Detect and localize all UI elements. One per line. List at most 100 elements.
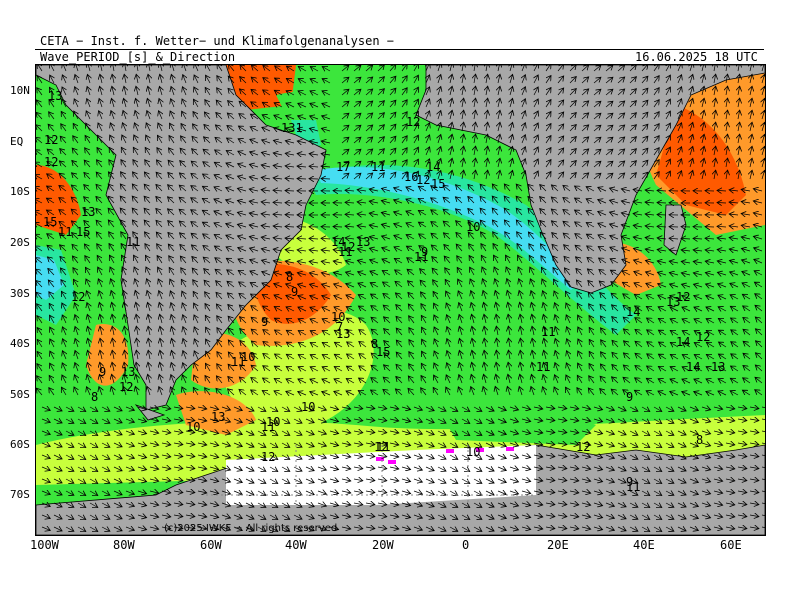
direction-arrow (100, 65, 102, 72)
direction-arrow (750, 110, 752, 120)
direction-arrow (750, 74, 752, 84)
direction-arrow (377, 77, 384, 84)
direction-arrow (183, 65, 186, 72)
direction-arrow (286, 91, 295, 95)
direction-arrow (401, 100, 407, 108)
direction-arrow (88, 65, 90, 72)
direction-arrow (702, 122, 704, 132)
direction-arrow (321, 154, 331, 155)
direction-arrow (498, 110, 500, 120)
direction-arrow (250, 152, 259, 155)
direction-arrow (365, 77, 373, 84)
direction-arrow (738, 134, 740, 144)
direction-arrow (702, 65, 704, 72)
direction-arrow (653, 112, 659, 120)
direction-arrow (653, 100, 659, 108)
direction-arrow (714, 86, 716, 96)
direction-arrow (353, 77, 361, 84)
longitude-tick-label: 40E (633, 538, 655, 552)
direction-arrow (182, 99, 186, 108)
period-value-label: 13 (666, 295, 681, 309)
direction-arrow (171, 99, 174, 108)
direction-arrow (717, 215, 727, 216)
direction-arrow (238, 139, 247, 143)
direction-arrow (498, 86, 500, 96)
direction-arrow (678, 111, 682, 120)
direction-arrow (285, 191, 295, 192)
period-value-label: 14 (426, 160, 441, 174)
period-value-label: 13 (356, 235, 371, 249)
direction-arrow (49, 112, 55, 120)
direction-arrow (426, 75, 430, 84)
direction-arrow (47, 162, 55, 168)
direction-arrow (183, 75, 186, 84)
direction-arrow (690, 110, 693, 120)
direction-arrow (310, 79, 319, 83)
direction-arrow (36, 137, 43, 144)
direction-arrow (605, 137, 613, 144)
direction-arrow (510, 146, 513, 156)
direction-arrow (534, 135, 538, 144)
direction-arrow (157, 160, 163, 168)
direction-arrow (726, 74, 728, 84)
direction-arrow (762, 134, 765, 144)
direction-arrow (86, 111, 90, 120)
direction-arrow (653, 88, 659, 96)
copyright-notice: (c)2025 IWKF − All rights reserved (164, 523, 338, 534)
direction-arrow (714, 146, 716, 156)
direction-arrow (36, 125, 43, 132)
direction-arrow (498, 146, 500, 156)
direction-arrow (204, 124, 211, 132)
direction-arrow (714, 74, 716, 84)
direction-arrow (124, 74, 126, 84)
direction-arrow (121, 160, 127, 168)
direction-arrow (762, 65, 765, 72)
direction-arrow (462, 122, 464, 132)
direction-arrow (145, 160, 151, 168)
direction-arrow (617, 137, 625, 144)
direction-arrow (557, 136, 564, 144)
direction-arrow (262, 115, 271, 119)
direction-arrow (641, 76, 648, 84)
direction-arrow (462, 146, 464, 156)
direction-arrow (249, 164, 259, 167)
direction-arrow (353, 89, 361, 96)
direction-arrow (322, 79, 331, 83)
direction-arrow (214, 162, 223, 167)
direction-arrow (569, 65, 576, 72)
direction-arrow (310, 116, 319, 119)
direction-arrow (438, 99, 441, 108)
direction-arrow (522, 111, 525, 120)
direction-arrow (377, 101, 384, 108)
direction-arrow (389, 65, 396, 72)
direction-arrow (450, 134, 452, 144)
period-value-label: 12 (696, 330, 711, 344)
period-value-label: 11 (414, 250, 429, 264)
direction-arrow (641, 65, 648, 72)
longitude-tick-label: 60W (200, 538, 222, 552)
direction-arrow (450, 110, 452, 120)
direction-arrow (534, 99, 538, 108)
direction-arrow (750, 122, 752, 132)
direction-arrow (678, 65, 682, 72)
period-value-label: 12 (576, 440, 591, 454)
direction-arrow (534, 123, 538, 132)
direction-arrow (73, 123, 78, 132)
direction-arrow (238, 164, 247, 167)
direction-arrow (474, 98, 476, 108)
direction-arrow (581, 161, 589, 168)
period-value-label: 14 (626, 305, 641, 319)
direction-arrow (557, 88, 564, 96)
direction-arrow (714, 110, 716, 120)
direction-arrow (75, 75, 78, 84)
direction-arrow (365, 113, 373, 120)
direction-arrow (389, 160, 396, 168)
direction-arrow (462, 65, 464, 72)
direction-arrow (74, 111, 78, 120)
direction-arrow (426, 135, 430, 144)
period-value-label: 12 (44, 133, 59, 147)
direction-arrow (84, 160, 91, 168)
direction-arrow (286, 116, 295, 119)
direction-arrow (726, 134, 728, 144)
direction-arrow (250, 127, 259, 131)
